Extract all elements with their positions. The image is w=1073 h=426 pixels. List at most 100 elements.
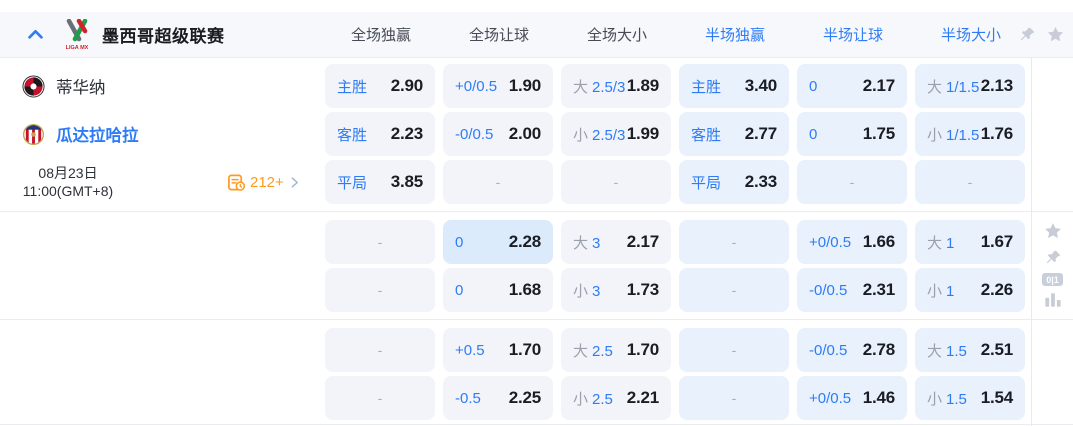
section-divider <box>0 319 1073 320</box>
empty-odds-dash: - <box>731 390 737 406</box>
odds-cell[interactable]: 客胜 2.77 <box>679 112 789 156</box>
selection-label: 大 1.5 <box>927 342 967 360</box>
odds-cell-empty: - <box>679 376 789 420</box>
selection-label: -0.5 <box>455 389 481 407</box>
odds-cell[interactable]: 小 2.5 2.21 <box>561 376 671 420</box>
match-stats-button[interactable] <box>1044 291 1062 308</box>
column-header-ht-handicap: 半场让球 <box>822 27 883 44</box>
odds-cell-empty: - <box>561 160 671 204</box>
odds-cell[interactable]: 平局 3.85 <box>325 160 435 204</box>
column-header-ft-1x2: 全场独赢 <box>350 27 411 44</box>
odds-cell[interactable]: 大 1 1.67 <box>915 220 1025 264</box>
selection-label: 大 2.5 <box>573 342 613 360</box>
match-meta-row: 08月23日 11:00(GMT+8) 212+ <box>0 160 320 204</box>
markets-list-icon <box>228 174 246 191</box>
odds-cell[interactable]: 小 3 1.73 <box>561 268 671 312</box>
svg-text:LIGA MX: LIGA MX <box>66 45 89 50</box>
odds-cell[interactable]: +0/0.5 1.66 <box>797 220 907 264</box>
odds-cell[interactable]: 大 1.5 2.51 <box>915 328 1025 372</box>
odds-cell[interactable]: 主胜 2.90 <box>325 64 435 108</box>
odds-value: 2.78 <box>862 340 895 359</box>
odds-cell[interactable]: 小 1 2.26 <box>915 268 1025 312</box>
odds-cell[interactable]: -0/0.5 2.78 <box>797 328 907 372</box>
match-date: 08月23日 <box>38 165 98 181</box>
collapse-button[interactable] <box>24 24 46 46</box>
odds-cell[interactable]: 小 2.5/3 1.99 <box>561 112 671 156</box>
selection-label: 主胜 <box>691 78 722 96</box>
panel-bottom-border <box>0 424 1073 425</box>
odds-value: 1.66 <box>862 232 895 251</box>
league-logo-icon: LIGA MX <box>62 18 92 51</box>
section-divider <box>0 211 1073 212</box>
match-datetime: 08月23日 11:00(GMT+8) <box>6 164 130 200</box>
odds-value: 2.26 <box>980 280 1013 299</box>
selection-label: 客胜 <box>337 126 368 144</box>
odds-cell[interactable]: 平局 2.33 <box>679 160 789 204</box>
column-header-ht-total: 半场大小 <box>940 27 1001 44</box>
odds-cell[interactable]: 大 2.5/3 1.89 <box>561 64 671 108</box>
odds-cell-empty: - <box>325 328 435 372</box>
selection-label: -0/0.5 <box>809 281 848 299</box>
empty-odds-dash: - <box>377 282 383 298</box>
odds-cell[interactable]: 大 1/1.5 2.13 <box>915 64 1025 108</box>
selection-label: 0 <box>809 125 818 143</box>
odds-cell[interactable]: +0/0.5 1.46 <box>797 376 907 420</box>
odds-value: 2.23 <box>390 124 423 143</box>
away-team-name[interactable]: 瓜达拉哈拉 <box>56 127 139 145</box>
odds-cell[interactable]: 小 1/1.5 1.76 <box>915 112 1025 156</box>
pin-match-button[interactable] <box>1045 249 1062 266</box>
odds-cell[interactable]: -0/0.5 2.00 <box>443 112 553 156</box>
odds-cell[interactable]: +0/0.5 1.90 <box>443 64 553 108</box>
odds-cell[interactable]: 小 1.5 1.54 <box>915 376 1025 420</box>
odds-value: 2.00 <box>508 124 541 143</box>
odds-cell[interactable]: -0.5 2.25 <box>443 376 553 420</box>
odds-value: 2.90 <box>390 76 423 95</box>
odds-cell[interactable]: 主胜 3.40 <box>679 64 789 108</box>
star-icon <box>1045 223 1061 239</box>
more-markets-link[interactable]: 212+ <box>227 160 301 204</box>
empty-odds-dash: - <box>377 342 383 358</box>
odds-cell[interactable]: 0 2.28 <box>443 220 553 264</box>
empty-odds-dash: - <box>731 282 737 298</box>
odds-cell[interactable]: 0 2.17 <box>797 64 907 108</box>
odds-value: 1.73 <box>626 280 659 299</box>
odds-cell[interactable]: -0/0.5 2.31 <box>797 268 907 312</box>
selection-label: 小 2.5 <box>573 390 613 408</box>
odds-cell[interactable]: +0.5 1.70 <box>443 328 553 372</box>
odds-value: 1.70 <box>508 340 541 359</box>
empty-odds-dash: - <box>731 342 737 358</box>
odds-cell[interactable]: 客胜 2.23 <box>325 112 435 156</box>
chevron-up-icon <box>27 29 43 39</box>
selection-label: 平局 <box>337 174 368 192</box>
live-score-button[interactable]: 0|1 <box>1042 273 1063 286</box>
home-team-row[interactable]: 蒂华纳 <box>0 64 320 108</box>
odds-value: 2.33 <box>744 172 777 191</box>
favorite-match-button[interactable] <box>1043 221 1063 241</box>
odds-value: 1.99 <box>626 124 659 143</box>
league-title: 墨西哥超级联赛 <box>102 27 225 46</box>
odds-value: 2.31 <box>862 280 895 299</box>
chevron-right-icon <box>291 176 298 188</box>
pin-league-button[interactable] <box>1017 25 1037 45</box>
odds-value: 3.85 <box>390 172 423 191</box>
home-team-name: 蒂华纳 <box>56 79 106 97</box>
selection-label: 大 1/1.5 <box>927 78 980 96</box>
odds-cell-empty: - <box>325 220 435 264</box>
empty-odds-dash: - <box>495 174 501 190</box>
odds-value: 2.21 <box>626 388 659 407</box>
odds-value: 2.28 <box>508 232 541 251</box>
odds-cell[interactable]: 0 1.68 <box>443 268 553 312</box>
home-team-crest-icon <box>22 74 45 98</box>
favorite-league-button[interactable] <box>1045 25 1065 45</box>
odds-cell[interactable]: 大 2.5 1.70 <box>561 328 671 372</box>
odds-cell[interactable]: 大 3 2.17 <box>561 220 671 264</box>
selection-label: 小 2.5/3 <box>573 126 626 144</box>
selection-label: 小 1.5 <box>927 390 967 408</box>
odds-cell[interactable]: 0 1.75 <box>797 112 907 156</box>
away-team-row[interactable]: 瓜达拉哈拉 <box>0 112 320 156</box>
odds-cell-empty: - <box>325 268 435 312</box>
odds-value: 1.76 <box>980 124 1013 143</box>
